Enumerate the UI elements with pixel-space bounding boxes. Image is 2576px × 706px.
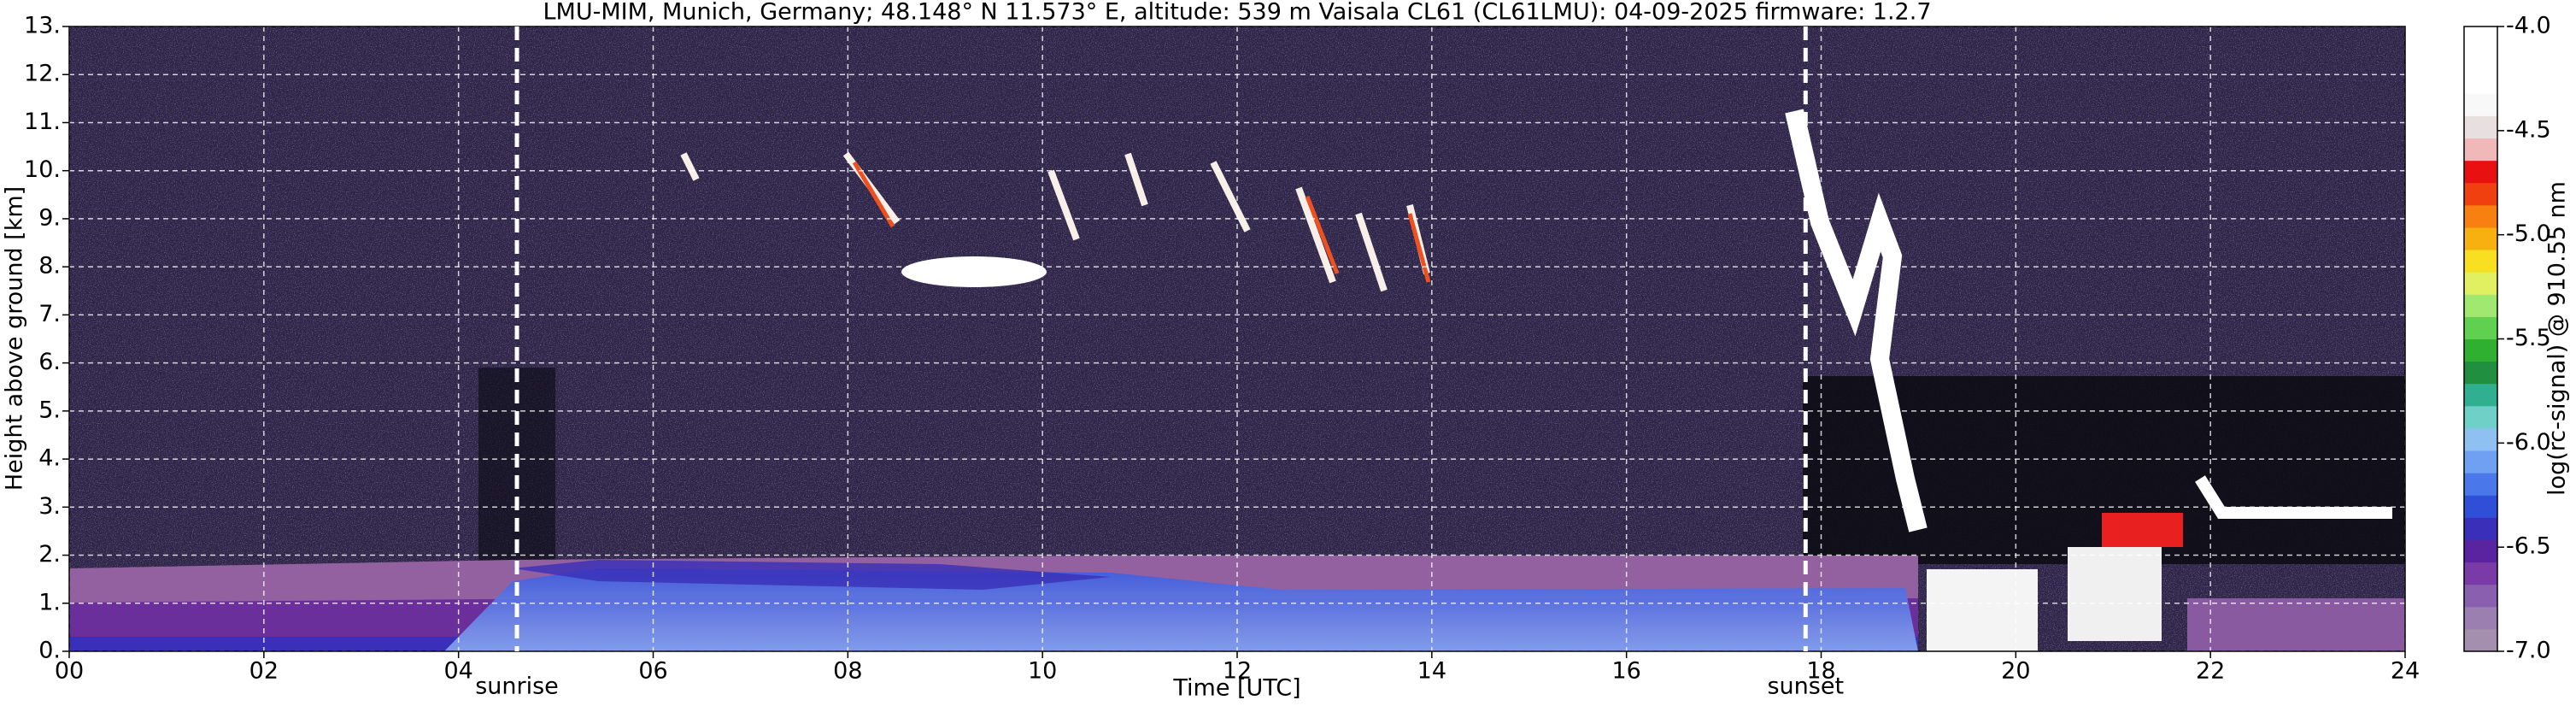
colorbar-segment <box>2464 405 2497 429</box>
colorbar-segment <box>2464 138 2497 162</box>
y-tick-label: 2. <box>38 541 61 568</box>
colorbar-label: log(rc-signal) @ 910.55 nm <box>2544 181 2571 496</box>
y-axis-label: Height above ground [km] <box>2 186 28 491</box>
y-tick-label: 13. <box>24 13 61 39</box>
colorbar-segment <box>2464 606 2497 630</box>
colorbar-segment <box>2464 539 2497 563</box>
y-tick-label: 6. <box>38 349 61 375</box>
y-tick-label: 11. <box>24 109 61 135</box>
colorbar-segment <box>2464 227 2497 250</box>
colorbar-segment <box>2464 182 2497 206</box>
colorbar-segment <box>2464 49 2497 72</box>
colorbar-tick-label: -6.0 <box>2506 429 2551 456</box>
colorbar-segment <box>2464 427 2497 451</box>
x-tick-label: 02 <box>249 658 279 685</box>
y-tick-label: 3. <box>38 493 61 520</box>
colorbar-segment <box>2464 26 2497 50</box>
colorbar-segment <box>2464 71 2497 94</box>
colorbar-segment <box>2464 338 2497 362</box>
colorbar-segment <box>2464 450 2497 474</box>
y-tick-label: 7. <box>38 301 61 327</box>
x-tick-label: 12 <box>1223 658 1252 685</box>
y-tick-label: 10. <box>24 156 61 183</box>
x-tick-label: 16 <box>1611 658 1640 685</box>
y-tick-label: 1. <box>38 589 61 615</box>
colorbar-segment <box>2464 473 2497 496</box>
y-tick-label: 8. <box>38 253 61 279</box>
y-tick-label: 9. <box>38 204 61 231</box>
y-tick-label: 4. <box>38 445 61 472</box>
x-axis-label: Time [UTC] <box>1172 675 1300 702</box>
colorbar-segment <box>2464 294 2497 317</box>
x-tick-label: 14 <box>1417 658 1446 685</box>
x-tick-label: 00 <box>55 658 84 685</box>
colorbar-tick-label: -4.5 <box>2506 116 2551 143</box>
colorbar-segment <box>2464 383 2497 407</box>
annotation-label: sunrise <box>475 674 559 700</box>
colorbar-segment <box>2464 495 2497 518</box>
annotation-label: sunset <box>1767 674 1844 700</box>
y-tick-label: 12. <box>24 61 61 87</box>
colorbar-segment <box>2464 115 2497 139</box>
x-tick-label: 04 <box>443 658 472 685</box>
x-tick-label: 24 <box>2391 658 2420 685</box>
colorbar-segment <box>2464 204 2497 228</box>
colorbar-segment <box>2464 517 2497 540</box>
x-tick-label: 22 <box>2196 658 2225 685</box>
colorbar-tick-label: -5.0 <box>2506 221 2551 247</box>
x-tick-label: 08 <box>833 658 862 685</box>
colorbar-tick-label: -4.0 <box>2506 13 2551 39</box>
y-tick-label: 5. <box>38 397 61 423</box>
x-tick-label: 18 <box>1806 658 1835 685</box>
colorbar-segment <box>2464 272 2497 295</box>
y-tick-label: 0. <box>38 638 61 664</box>
chart-title: LMU-MIM, Munich, Germany; 48.148° N 11.5… <box>543 0 1931 26</box>
colorbar-segment <box>2464 584 2497 608</box>
colorbar-tick-label: -5.5 <box>2506 325 2551 351</box>
colorbar-segment <box>2464 628 2497 652</box>
colorbar-tick-label: -7.0 <box>2506 638 2551 664</box>
colorbar-segment <box>2464 361 2497 385</box>
colorbar-segment <box>2464 250 2497 273</box>
x-tick-label: 20 <box>2001 658 2030 685</box>
x-tick-label: 06 <box>638 658 667 685</box>
colorbar-segment <box>2464 562 2497 585</box>
colorbar-segment <box>2464 160 2497 184</box>
colorbar-segment <box>2464 316 2497 339</box>
x-tick-label: 10 <box>1028 658 1057 685</box>
colorbar-segment <box>2464 93 2497 116</box>
colorbar-tick-label: -6.5 <box>2506 533 2551 560</box>
